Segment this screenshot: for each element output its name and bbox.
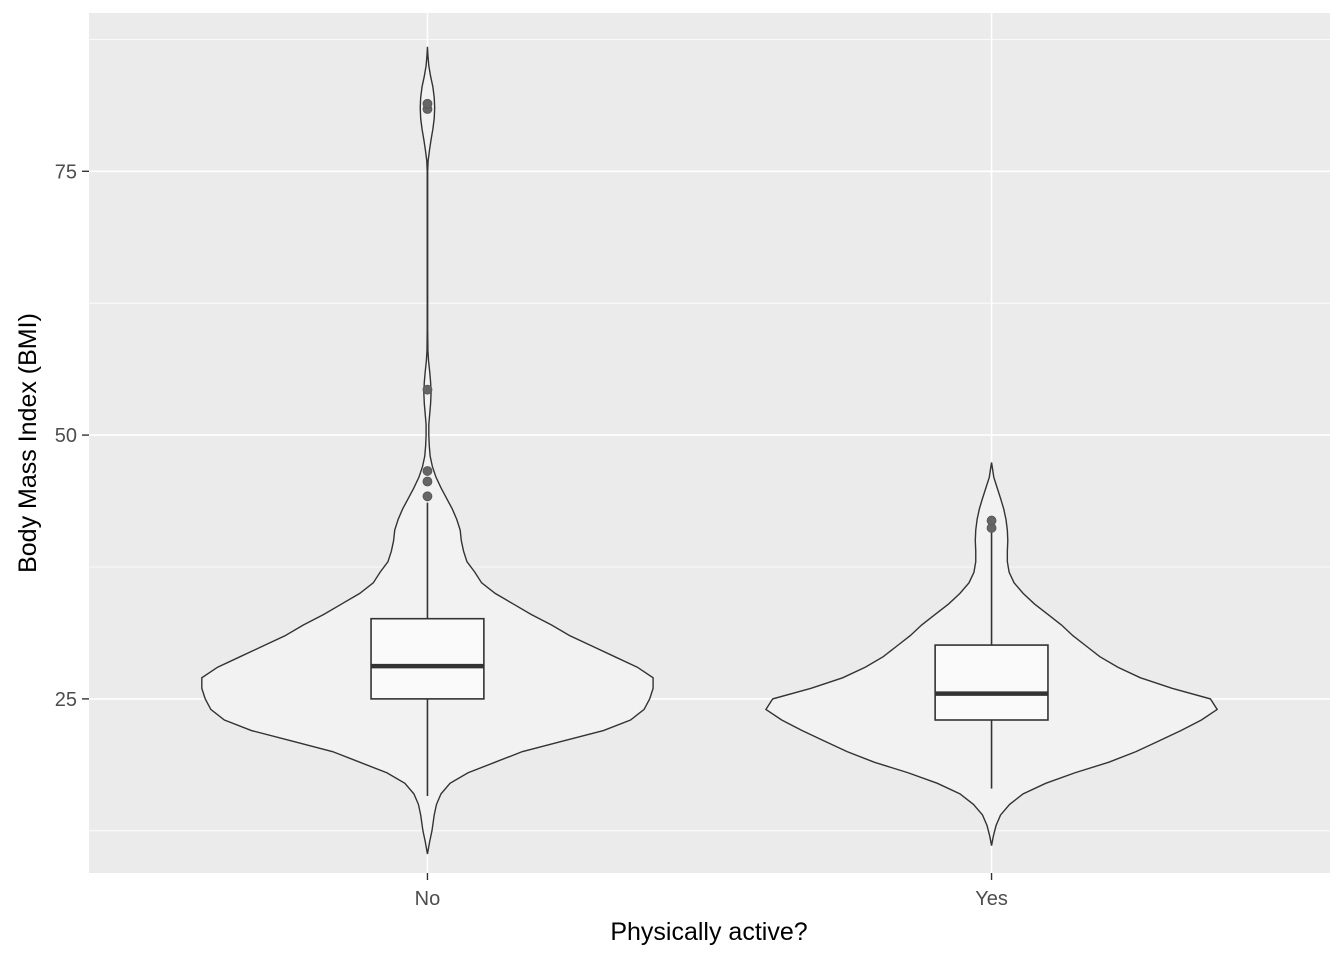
outlier-point <box>986 515 997 526</box>
axes: 25 50 75 No Yes <box>55 161 1008 910</box>
x-tick-label: No <box>415 888 441 910</box>
x-tick-label: Yes <box>975 888 1008 910</box>
outlier-point <box>422 491 433 502</box>
box-yes <box>934 644 1049 721</box>
outlier-points <box>422 98 997 533</box>
violin-no <box>201 46 654 855</box>
y-axis-title: Body Mass Index (BMI) <box>14 313 42 573</box>
y-tick-label: 50 <box>55 425 77 447</box>
outlier-point <box>422 476 433 487</box>
y-tick-label: 25 <box>55 689 77 711</box>
outlier-point <box>422 466 433 476</box>
boxplots <box>370 502 1049 796</box>
box-no <box>370 617 485 700</box>
outlier-point <box>422 98 433 109</box>
x-axis-title: Physically active? <box>610 918 807 946</box>
outlier-point <box>422 384 433 395</box>
y-tick-label: 75 <box>55 161 77 183</box>
